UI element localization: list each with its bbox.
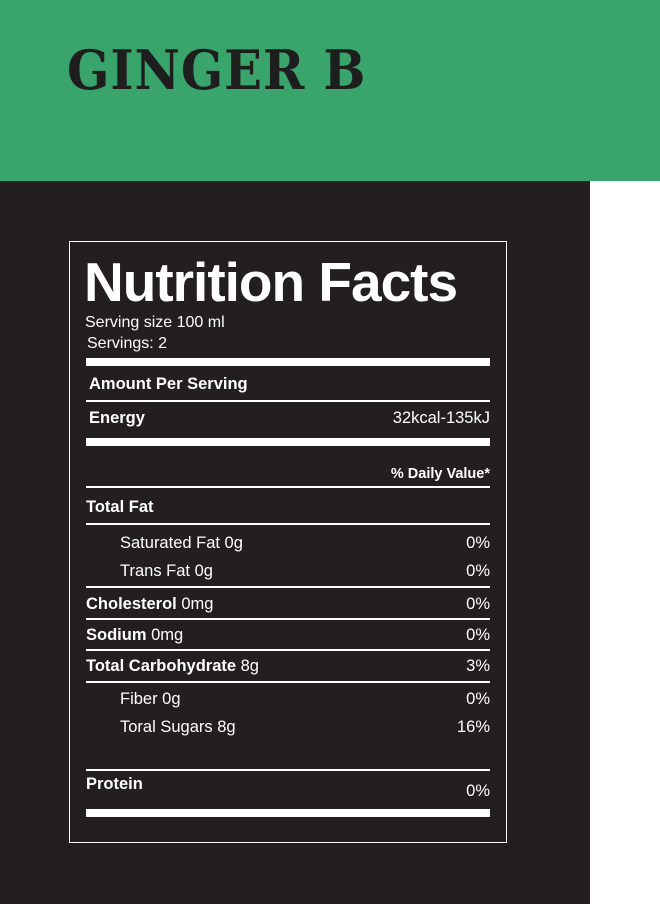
divider [86,649,490,651]
daily-value-header-row: % Daily Value* [86,463,490,485]
total-carbohydrate-row: Total Carbohydrate 8g 3% [86,655,490,677]
divider [86,400,490,402]
divider [86,618,490,620]
label-panel [0,181,590,904]
total-fat-label: Total Fat [86,497,154,516]
fiber-label: Fiber 0g [120,689,181,708]
sodium-text: Sodium 0mg [86,626,183,645]
sodium-amount: 0mg [146,625,184,644]
protein-dv: 0% [466,782,490,800]
cholesterol-amount: 0mg [176,594,214,613]
sodium-label: Sodium [86,625,147,644]
fiber-row: Fiber 0g 0% [86,688,490,710]
trans-fat-dv: 0% [466,561,490,580]
thick-divider [86,809,490,817]
brand-banner: GINGER B [0,0,660,181]
divider [86,523,490,525]
amount-per-serving-row: Amount Per Serving [86,373,490,395]
cholesterol-label: Cholesterol [86,594,177,613]
energy-label: Energy [89,408,145,427]
divider [86,586,490,588]
total-carbohydrate-label: Total Carbohydrate [86,656,237,675]
total-fat-row: Total Fat [86,496,490,518]
trans-fat-label: Trans Fat 0g [120,561,213,580]
total-carbohydrate-text: Total Carbohydrate 8g [86,657,259,676]
energy-row: Energy 32kcal-135kJ [86,407,490,429]
daily-value-header: % Daily Value* [390,466,490,482]
fiber-dv: 0% [466,689,490,708]
divider [86,769,490,771]
trans-fat-row: Trans Fat 0g 0% [86,560,490,582]
servings-count: Servings: 2 [87,335,168,352]
cholesterol-row: Cholesterol 0mg 0% [86,593,490,615]
total-sugars-dv: 16% [456,717,490,736]
total-sugars-row: Toral Sugars 8g 16% [86,716,490,738]
divider [86,681,490,683]
thick-divider [86,358,490,366]
total-carbohydrate-amount: 8g [236,656,259,675]
saturated-fat-label: Saturated Fat 0g [120,533,243,552]
divider [86,486,490,488]
energy-value: 32kcal-135kJ [392,408,490,427]
sodium-row: Sodium 0mg 0% [86,624,490,646]
thick-divider [86,438,490,446]
brand-title: GINGER B [67,38,367,102]
sodium-dv: 0% [466,625,490,644]
saturated-fat-dv: 0% [466,533,490,552]
protein-label: Protein [86,775,143,793]
saturated-fat-row: Saturated Fat 0g 0% [86,532,490,554]
label-title: Nutrition Facts [84,251,458,313]
total-carbohydrate-dv: 3% [466,656,490,675]
protein-row: Protein 0% [86,775,490,801]
cholesterol-text: Cholesterol 0mg [86,595,213,614]
serving-size: Serving size 100 ml [85,314,225,331]
cholesterol-dv: 0% [466,594,490,613]
amount-per-serving-label: Amount Per Serving [89,374,248,393]
total-sugars-label: Toral Sugars 8g [120,717,236,736]
nutrition-facts-label: Nutrition Facts Serving size 100 ml Serv… [69,241,507,843]
